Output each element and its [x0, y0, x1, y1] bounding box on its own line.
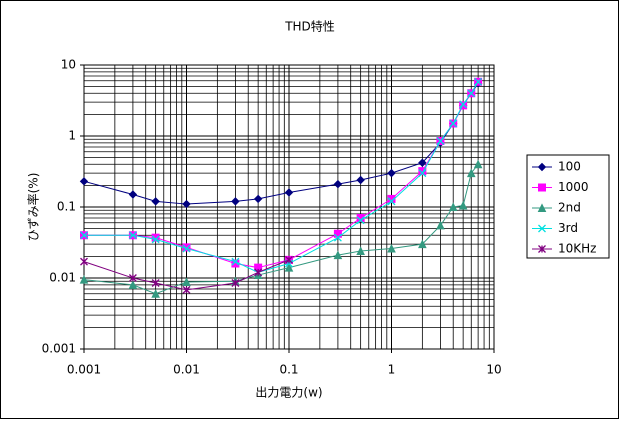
y-tick-label: 0.1 — [57, 200, 76, 214]
plot-border — [83, 64, 495, 350]
x-tick-label: 10 — [486, 363, 501, 377]
point — [418, 169, 427, 178]
point — [254, 268, 263, 277]
point — [79, 177, 89, 186]
point — [436, 220, 445, 230]
point — [231, 279, 240, 287]
point — [128, 231, 137, 240]
legend-label: 2nd — [558, 201, 581, 215]
point — [151, 279, 160, 287]
x-tick-label: 0.1 — [279, 363, 298, 377]
point — [474, 77, 483, 86]
point — [387, 197, 396, 206]
point — [182, 277, 191, 286]
point — [151, 233, 160, 242]
point — [253, 194, 263, 204]
series-line — [83, 163, 479, 295]
y-tick-label: 1 — [68, 129, 76, 143]
y-tick-label: 0.001 — [42, 342, 76, 356]
point — [356, 175, 365, 185]
point — [449, 119, 458, 128]
x-tick-label: 1 — [388, 363, 396, 377]
point — [459, 101, 468, 110]
point — [151, 289, 160, 298]
legend-label: 3rd — [558, 221, 578, 235]
point — [128, 280, 138, 289]
point — [182, 199, 191, 209]
legend-marker — [538, 224, 546, 233]
point — [80, 231, 88, 240]
legend-marker — [537, 203, 547, 212]
point — [418, 158, 427, 167]
point — [128, 190, 138, 199]
point — [80, 257, 88, 266]
point — [418, 239, 427, 249]
point — [333, 250, 343, 260]
point — [79, 274, 89, 284]
point — [333, 179, 343, 189]
point — [182, 244, 191, 253]
point — [333, 233, 342, 242]
x-tick-label: 0.01 — [173, 363, 200, 377]
point — [387, 168, 396, 178]
point — [128, 274, 137, 282]
point — [418, 167, 427, 176]
legend-label: 100 — [558, 160, 581, 174]
point — [459, 100, 468, 109]
point — [284, 263, 294, 272]
point — [151, 197, 160, 206]
point — [151, 235, 160, 244]
point — [467, 89, 476, 98]
point — [387, 194, 396, 203]
chart-title: THD特性 — [284, 19, 335, 34]
point — [356, 216, 365, 225]
point — [182, 285, 191, 294]
point — [285, 255, 293, 264]
legend-marker — [538, 183, 546, 192]
point — [231, 197, 240, 206]
series-line — [84, 81, 479, 273]
point — [466, 168, 476, 178]
legend-marker — [538, 245, 546, 253]
legend-label: 1000 — [558, 180, 589, 194]
point — [284, 188, 294, 197]
x-axis-label: 出力電力(w) — [255, 386, 322, 400]
legend-label: 10KHz — [558, 242, 596, 256]
legend-marker — [537, 162, 547, 172]
point — [356, 246, 365, 256]
point — [448, 202, 458, 211]
x-tick-label: 0.001 — [67, 363, 101, 377]
point — [473, 159, 483, 169]
point — [458, 200, 468, 210]
y-tick-label: 10 — [61, 58, 76, 72]
point — [387, 243, 396, 253]
point — [231, 257, 240, 266]
y-tick-label: 0.01 — [49, 271, 76, 285]
y-axis-label: ひずみ率(%) — [26, 173, 41, 242]
point — [436, 137, 445, 145]
